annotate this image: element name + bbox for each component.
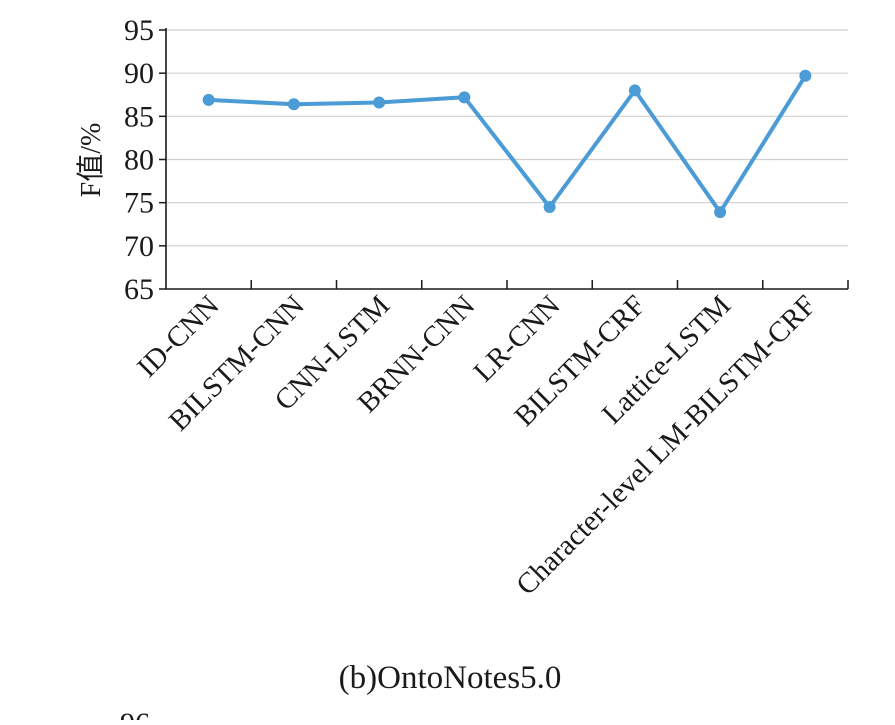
grid-lines (166, 29, 848, 247)
x-tick-labels: ID-CNNBILSTM-CNNCNN-LSTMBRNN-CNNLR-CNNBI… (131, 289, 822, 601)
axes (159, 28, 849, 290)
data-point (202, 93, 215, 106)
y-tick-label: 80 (124, 144, 154, 177)
y-tick-labels: 65 70 75 80 85 90 95 (124, 14, 154, 306)
data-point (714, 206, 727, 219)
y-tick-label: 95 (124, 14, 154, 47)
chart-caption: (b)OntoNotes5.0 (339, 660, 562, 696)
y-tick-label: 90 (124, 57, 154, 90)
y-tick-label: 65 (124, 273, 154, 306)
data-point (543, 200, 556, 213)
series (202, 69, 812, 219)
y-tick-label: 75 (124, 187, 154, 220)
data-point (458, 91, 471, 104)
data-point (799, 69, 812, 82)
y-tick-label: 70 (124, 230, 154, 263)
data-point (373, 96, 386, 109)
partial-tick-label: 96 (120, 707, 150, 720)
series-line (208, 74, 808, 215)
y-axis-label: F值/% (75, 123, 107, 198)
data-point (628, 84, 641, 97)
data-point (287, 98, 300, 111)
y-tick-label: 85 (124, 100, 154, 133)
